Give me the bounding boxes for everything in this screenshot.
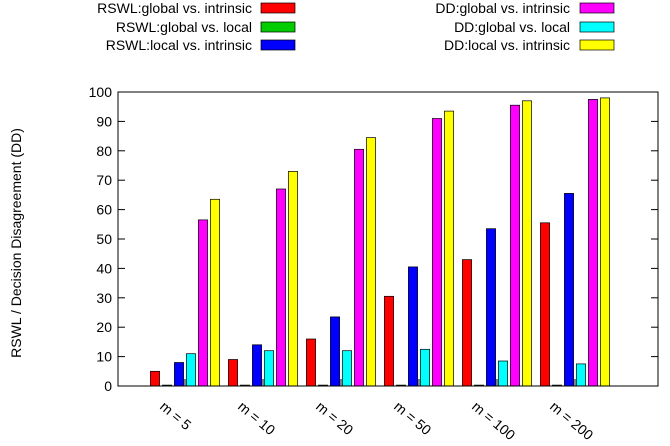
y-tick-label: 10 <box>96 349 112 365</box>
y-tick-label: 70 <box>96 172 112 188</box>
x-tick-label: m = 100 <box>469 398 518 443</box>
legend-label-dd-global-vs-local: DD:global vs. local <box>454 19 570 35</box>
bar-rswl-global-vs-intrinsic-m-5 <box>150 370 160 387</box>
bar-dd-global-vs-intrinsic-m-20 <box>354 148 364 387</box>
bar-rswl-local-vs-intrinsic-m-10 <box>252 344 262 387</box>
y-tick-label: 90 <box>96 113 112 129</box>
x-tick-label: m = 200 <box>547 398 596 443</box>
legend-label-rswl-local-vs-intrinsic: RSWL:local vs. intrinsic <box>106 37 252 53</box>
y-axis-label: RSWL / Decision Disagreement (DD) <box>8 128 24 358</box>
bar-dd-local-vs-intrinsic-m-100 <box>522 100 532 387</box>
legend-swatch-dd-local-vs-intrinsic <box>579 39 615 51</box>
bar-rswl-local-vs-intrinsic-m-200 <box>564 193 574 387</box>
legend-swatch-rswl-global-vs-local <box>260 21 296 33</box>
bar-rswl-global-vs-intrinsic-m-100 <box>462 259 472 387</box>
legend-swatch-rswl-global-vs-intrinsic <box>260 2 296 14</box>
y-tick-label: 80 <box>96 143 112 159</box>
bar-dd-global-vs-local-m-200 <box>576 363 586 387</box>
legend-label-dd-local-vs-intrinsic: DD:local vs. intrinsic <box>444 37 570 53</box>
x-tick-label: m = 20 <box>313 398 357 438</box>
bar-rswl-local-vs-intrinsic-m-5 <box>174 362 184 387</box>
bar-dd-global-vs-local-m-50 <box>420 348 430 387</box>
y-tick-label: 50 <box>96 231 112 247</box>
bar-dd-global-vs-local-m-100 <box>498 360 508 387</box>
legend: RSWL:global vs. intrinsic RSWL:global vs.… <box>97 0 615 53</box>
bar-rswl-global-vs-intrinsic-m-50 <box>384 295 394 387</box>
y-tick-label: 40 <box>96 260 112 276</box>
legend-swatch-dd-global-vs-local <box>579 21 615 33</box>
legend-label-rswl-global-vs-local: RSWL:global vs. local <box>116 19 252 35</box>
legend-swatch-dd-global-vs-intrinsic <box>579 2 615 14</box>
y-tick-label: 20 <box>96 319 112 335</box>
x-tick-label: m = 10 <box>235 398 279 438</box>
bar-dd-global-vs-intrinsic-m-5 <box>198 219 208 387</box>
bar-rswl-local-vs-intrinsic-m-100 <box>486 228 496 387</box>
bar-dd-global-vs-intrinsic-m-200 <box>588 99 598 387</box>
bar-dd-global-vs-local-m-5 <box>186 353 196 387</box>
x-tick-label: m = 5 <box>157 398 195 433</box>
bar-dd-local-vs-intrinsic-m-20 <box>366 137 376 387</box>
bars <box>150 97 610 387</box>
bar-dd-local-vs-intrinsic-m-200 <box>600 97 610 387</box>
legend-label-dd-global-vs-intrinsic: DD:global vs. intrinsic <box>435 0 570 16</box>
bar-dd-local-vs-intrinsic-m-50 <box>444 110 454 387</box>
x-tick-label: m = 50 <box>391 398 435 438</box>
legend-swatch-rswl-local-vs-intrinsic <box>260 39 296 51</box>
y-tick-label: 0 <box>104 378 112 394</box>
y-tick-label: 30 <box>96 290 112 306</box>
bar-dd-local-vs-intrinsic-m-5 <box>210 198 220 387</box>
y-tick-label: 100 <box>89 84 113 100</box>
bar-dd-global-vs-intrinsic-m-10 <box>276 188 286 387</box>
bar-rswl-local-vs-intrinsic-m-20 <box>330 316 340 387</box>
bar-rswl-local-vs-intrinsic-m-50 <box>408 266 418 387</box>
bar-rswl-global-vs-intrinsic-m-10 <box>228 359 238 387</box>
bar-rswl-global-vs-intrinsic-m-20 <box>306 338 316 387</box>
bar-dd-global-vs-intrinsic-m-100 <box>510 104 520 387</box>
legend-label-rswl-global-vs-intrinsic: RSWL:global vs. intrinsic <box>97 0 252 16</box>
y-tick-label: 60 <box>96 202 112 218</box>
bar-dd-global-vs-local-m-10 <box>264 350 274 387</box>
bar-dd-local-vs-intrinsic-m-10 <box>288 171 298 387</box>
bar-dd-global-vs-intrinsic-m-50 <box>432 118 442 387</box>
bar-rswl-global-vs-intrinsic-m-200 <box>540 222 550 387</box>
bar-dd-global-vs-local-m-20 <box>342 350 352 387</box>
